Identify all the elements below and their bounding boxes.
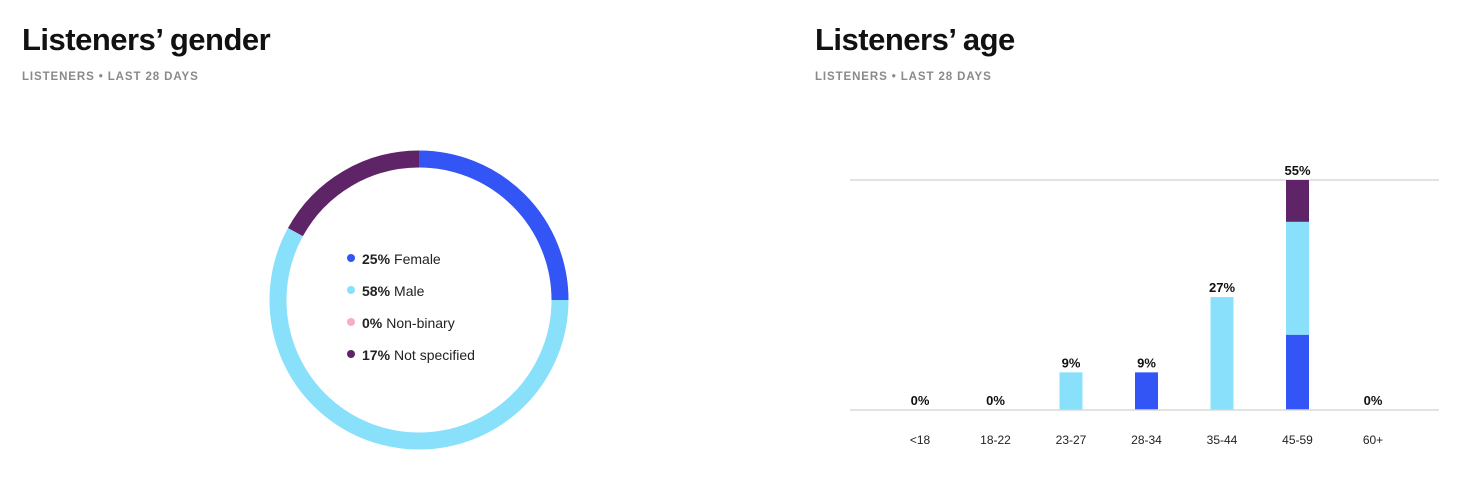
legend-percent: 58% — [362, 283, 391, 299]
bar-total-label: 9% — [1137, 355, 1156, 370]
x-tick-label: <18 — [910, 433, 931, 447]
bar-segment-45-59-3[interactable] — [1286, 180, 1309, 222]
age-subtitle: LISTENERS • LAST 28 DAYS — [815, 71, 992, 83]
legend-dot — [347, 350, 355, 358]
bar-total-label: 55% — [1284, 163, 1310, 178]
bar-segment-35-44-1[interactable] — [1210, 297, 1234, 410]
x-tick-label: 18-22 — [980, 433, 1011, 447]
bar-total-label: 9% — [1062, 355, 1081, 370]
x-tick-label: 60+ — [1363, 433, 1383, 447]
bar-total-label: 0% — [911, 393, 930, 408]
legend-label: Female — [394, 251, 441, 267]
age-title: Listeners’ age — [815, 22, 1015, 57]
legend-item-male: 58% Male — [347, 275, 475, 307]
gender-panel: Listeners’ gender LISTENERS • LAST 28 DA… — [22, 22, 569, 450]
donut-slice-female[interactable] — [418, 150, 569, 301]
legend-dot — [347, 254, 355, 262]
x-tick-label: 28-34 — [1131, 433, 1162, 447]
legend-label: Not specified — [394, 347, 475, 363]
donut-slice-male[interactable] — [269, 227, 569, 450]
legend-dot — [347, 286, 355, 294]
legend-dot — [347, 318, 355, 326]
bar-total-label: 0% — [986, 393, 1005, 408]
legend-percent: 0% — [362, 315, 383, 331]
gender-title: Listeners’ gender — [22, 22, 271, 57]
legend-item-female: 25% Female — [347, 243, 475, 275]
legend-label: Male — [394, 283, 425, 299]
donut-slice-not-specified[interactable] — [287, 150, 420, 237]
bar-segment-45-59-1[interactable] — [1286, 221, 1309, 335]
legend-label: Non-binary — [386, 315, 455, 331]
legend-percent: 25% — [362, 251, 391, 267]
bar-segment-23-27-1[interactable] — [1059, 372, 1083, 410]
legend-item-not-specified: 17% Not specified — [347, 339, 475, 371]
bar-segment-45-59-0[interactable] — [1286, 334, 1309, 410]
x-tick-label: 35-44 — [1207, 433, 1238, 447]
legend-item-non-binary: 0% Non-binary — [347, 307, 475, 339]
x-tick-label: 23-27 — [1056, 433, 1087, 447]
bar-total-label: 0% — [1364, 393, 1383, 408]
age-bar-chart: 0% <18 0% 18-22 9% 23-27 9% 28-34 27% 35-44 55% 45-… — [850, 163, 1439, 447]
gender-legend: 25% Female 58% Male 0% Non-binary 17% Not speci… — [347, 243, 475, 371]
bar-total-label: 27% — [1209, 280, 1235, 295]
gender-subtitle: LISTENERS • LAST 28 DAYS — [22, 71, 199, 83]
legend-percent: 17% — [362, 347, 391, 363]
age-panel: Listeners’ age LISTENERS • LAST 28 DAYS … — [790, 0, 1460, 502]
gender-donut-chart — [269, 150, 569, 450]
x-tick-label: 45-59 — [1282, 433, 1313, 447]
bar-segment-28-34-0[interactable] — [1135, 372, 1158, 410]
